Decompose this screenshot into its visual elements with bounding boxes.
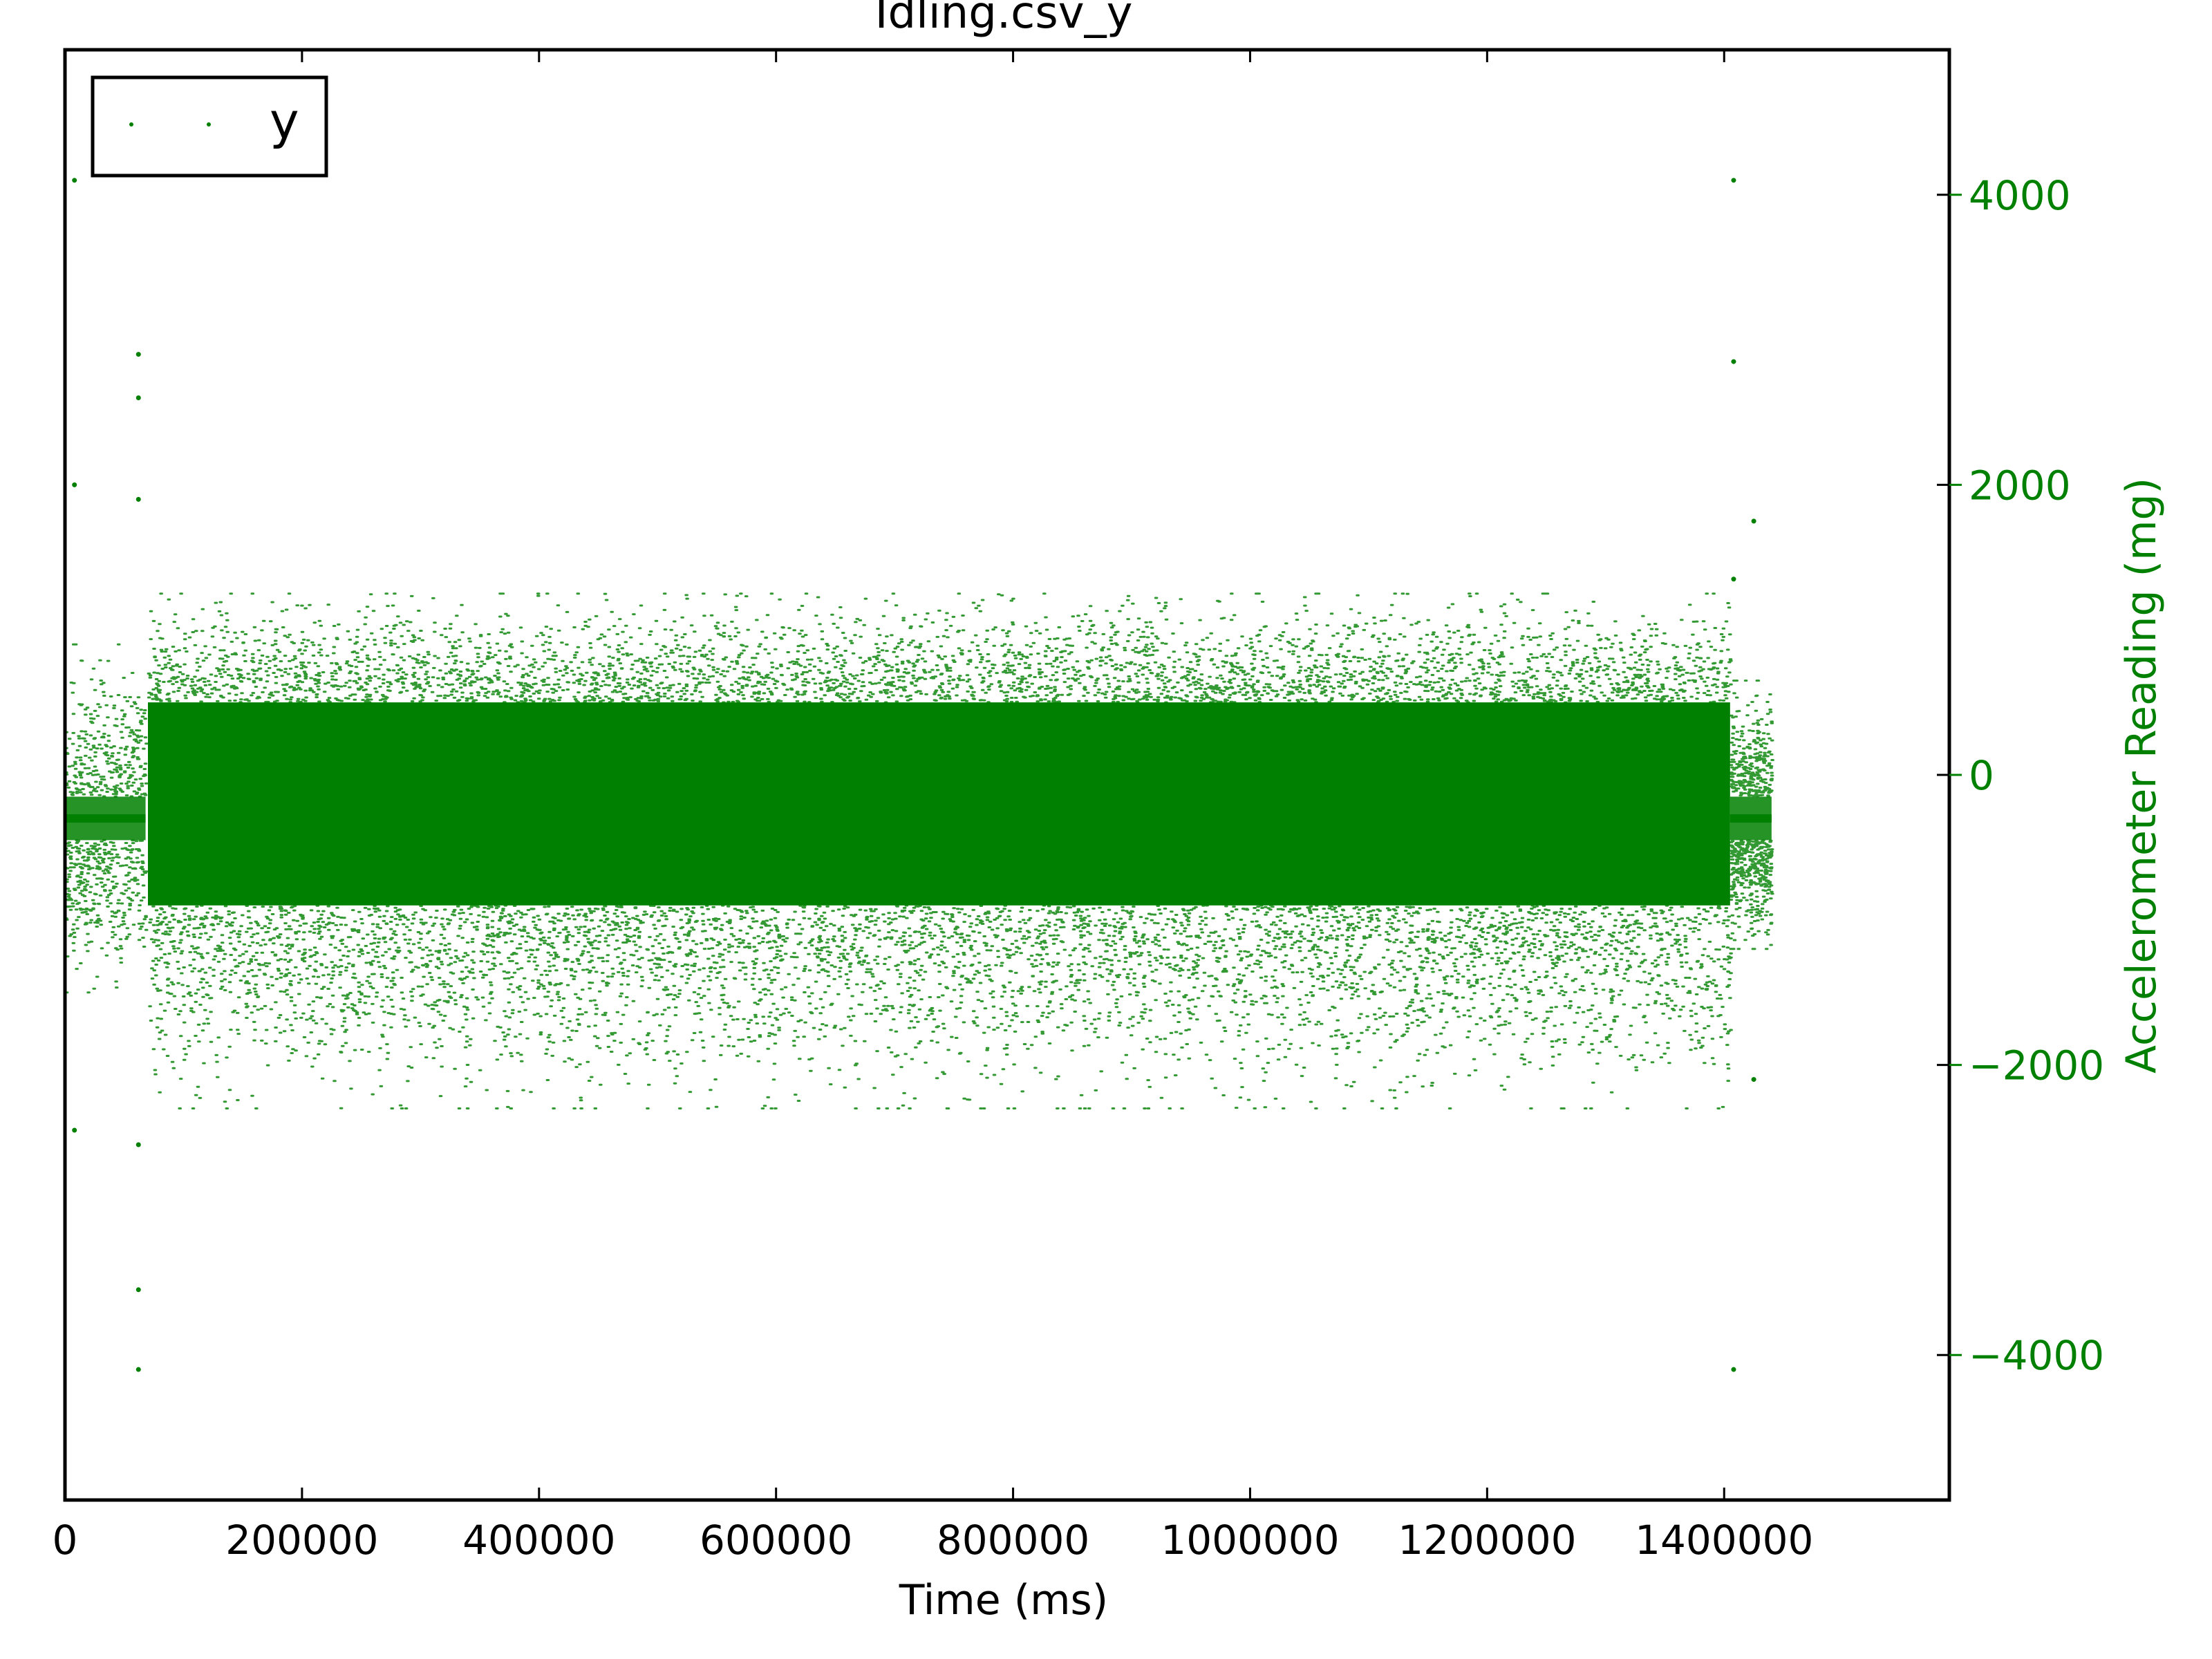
y-axis-right: 4000 2000 0 −2000 −4000 bbox=[1937, 172, 2104, 1379]
outlier-point bbox=[1731, 178, 1736, 183]
y-tick-label: 4000 bbox=[1969, 172, 2071, 219]
outlier-point bbox=[1731, 1367, 1736, 1372]
y-tick-label: −2000 bbox=[1969, 1042, 2104, 1089]
legend[interactable]: y bbox=[91, 75, 328, 178]
scatter-core-band bbox=[148, 702, 1730, 906]
x-tick-label: 600000 bbox=[700, 1517, 852, 1564]
outlier-point bbox=[1751, 1077, 1756, 1082]
scatter-segment-3 bbox=[1729, 679, 1774, 950]
legend-label-y: y bbox=[270, 92, 299, 150]
x-tick-label: 1400000 bbox=[1635, 1517, 1813, 1564]
y-axis-label: Accelerometer Reading (mg) bbox=[2117, 478, 2166, 1074]
scatter-points bbox=[64, 643, 149, 994]
outlier-point bbox=[1731, 577, 1736, 582]
outlier-point bbox=[72, 1127, 77, 1133]
y-tick-label: 0 bbox=[1969, 752, 1994, 799]
x-tick-label: 1000000 bbox=[1161, 1517, 1339, 1564]
legend-marker bbox=[129, 122, 133, 126]
x-tick-label: 0 bbox=[53, 1517, 78, 1564]
outlier-point bbox=[72, 482, 77, 487]
x-axis: 0 200000 400000 600000 800000 1000000 1200000 1… bbox=[53, 50, 1813, 1564]
outlier-point bbox=[1731, 359, 1736, 364]
y-tick-label: −4000 bbox=[1969, 1332, 2104, 1379]
outlier-point bbox=[72, 178, 77, 183]
scatter-points bbox=[147, 592, 1733, 1109]
legend-marker bbox=[207, 122, 211, 126]
scatter-segment-1 bbox=[64, 643, 149, 994]
outlier-point bbox=[135, 352, 141, 357]
scatter-points bbox=[1729, 679, 1774, 950]
x-tick-label: 800000 bbox=[937, 1517, 1089, 1564]
scatter-layer bbox=[64, 178, 1774, 1372]
y-tick-label: 2000 bbox=[1969, 462, 2071, 509]
x-axis-label: Time (ms) bbox=[899, 1576, 1108, 1624]
outlier-point bbox=[135, 1142, 141, 1147]
outlier-point bbox=[135, 496, 141, 502]
outlier-point bbox=[135, 1367, 141, 1372]
scatter-segment-2 bbox=[147, 592, 1733, 1109]
outlier-point bbox=[135, 395, 141, 401]
legend-box bbox=[91, 75, 328, 178]
x-tick-label: 200000 bbox=[225, 1517, 378, 1564]
outlier-point bbox=[135, 1287, 141, 1293]
x-tick-label: 400000 bbox=[462, 1517, 615, 1564]
outlier-point bbox=[1751, 518, 1756, 524]
x-tick-label: 1200000 bbox=[1398, 1517, 1576, 1564]
chart-title: Idling.csv_y bbox=[875, 0, 1133, 39]
